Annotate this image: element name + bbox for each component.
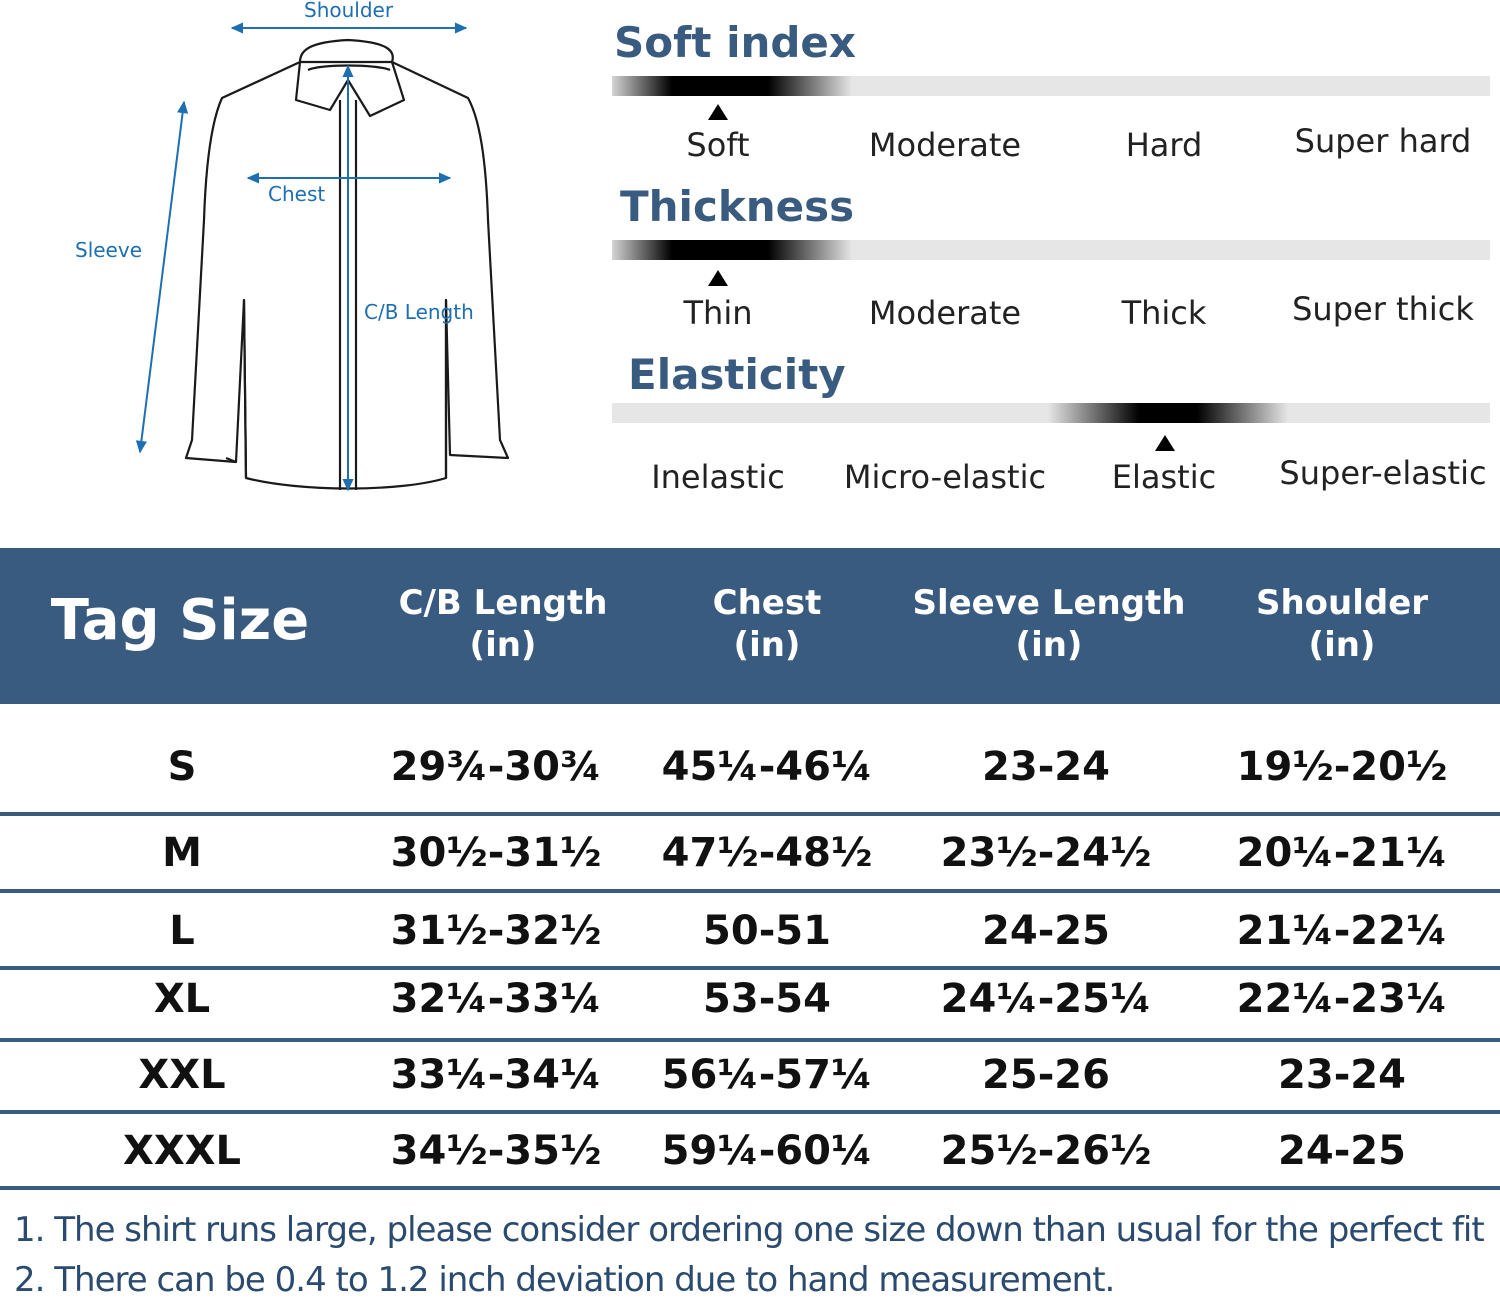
- note-fit: 1. The shirt runs large, please consider…: [14, 1210, 1485, 1250]
- elasticity-level: Micro-elastic: [843, 458, 1047, 496]
- sleeve-label: Sleeve: [75, 238, 143, 262]
- elasticity-marker-icon: [1155, 435, 1175, 451]
- cell-cb-length: 30½-31½: [390, 830, 602, 876]
- header-chest-name: Chest: [712, 583, 822, 623]
- elasticity-bar: [612, 403, 1490, 423]
- header-cb-length-unit: (in): [469, 625, 537, 665]
- header-chest-unit: (in): [733, 625, 801, 665]
- cell-shoulder: 19½-20½: [1236, 744, 1448, 790]
- thickness-level: Moderate: [868, 294, 1022, 332]
- shoulder-label: Shoulder: [304, 0, 394, 22]
- header-shoulder-name: Shoulder: [1255, 583, 1429, 623]
- header-chest: Chest (in): [647, 582, 887, 666]
- soft-index-level: Super hard: [1294, 122, 1472, 160]
- cell-cb-length: 34½-35½: [390, 1128, 602, 1174]
- cell-chest: 50-51: [703, 908, 831, 954]
- header-cb-length-name: C/B Length: [398, 583, 608, 623]
- soft-index-level: Soft: [686, 126, 750, 164]
- soft-index-bar: [612, 76, 1490, 96]
- soft-index-marker-icon: [708, 104, 728, 120]
- cell-shoulder: 20¼-21¼: [1236, 830, 1448, 876]
- elasticity-level: Elastic: [1111, 458, 1217, 496]
- header-cb-length: C/B Length (in): [363, 582, 643, 666]
- measure-arrows: [135, 22, 468, 492]
- shirt-outline: [184, 38, 510, 490]
- elasticity-fill: [1048, 403, 1288, 423]
- soft-index-level: Moderate: [868, 126, 1022, 164]
- thickness-title: Thickness: [620, 182, 855, 231]
- header-shoulder: Shoulder (in): [1222, 582, 1462, 666]
- elasticity-title: Elasticity: [628, 350, 846, 399]
- thickness-marker-icon: [708, 270, 728, 286]
- row-divider: [0, 812, 1500, 816]
- cell-chest: 56¼-57¼: [661, 1052, 873, 1098]
- cell-size: L: [169, 908, 195, 954]
- row-divider: [0, 1186, 1500, 1190]
- thickness-bar: [612, 240, 1490, 260]
- elasticity-level: Super-elastic: [1279, 454, 1487, 492]
- cell-chest: 53-54: [703, 976, 831, 1022]
- cell-cb-length: 31½-32½: [390, 908, 602, 954]
- cell-shoulder: 23-24: [1278, 1052, 1406, 1098]
- cb-length-label: C/B Length: [364, 300, 474, 324]
- cell-sleeve: 25½-26½: [940, 1128, 1152, 1174]
- header-shoulder-unit: (in): [1308, 625, 1376, 665]
- cell-cb-length: 32¼-33¼: [390, 976, 602, 1022]
- thickness-level: Thick: [1121, 294, 1207, 332]
- cell-size: XXXL: [122, 1128, 241, 1174]
- row-divider: [0, 1038, 1500, 1042]
- soft-index-level: Hard: [1125, 126, 1203, 164]
- header-tag-size: Tag Size: [50, 588, 310, 653]
- cell-size: XL: [153, 976, 211, 1022]
- cell-size: S: [167, 744, 197, 790]
- cell-shoulder: 22¼-23¼: [1236, 976, 1448, 1022]
- cell-chest: 45¼-46¼: [661, 744, 873, 790]
- cell-shoulder: 21¼-22¼: [1236, 908, 1448, 954]
- header-sleeve: Sleeve Length (in): [890, 582, 1208, 666]
- header-sleeve-unit: (in): [1015, 625, 1083, 665]
- header-sleeve-name: Sleeve Length: [912, 583, 1186, 623]
- table-header: Tag Size C/B Length (in) Chest (in) Slee…: [0, 548, 1500, 704]
- cell-chest: 47½-48½: [661, 830, 873, 876]
- cell-cb-length: 33¼-34¼: [390, 1052, 602, 1098]
- cell-size: M: [162, 830, 202, 876]
- cell-shoulder: 24-25: [1278, 1128, 1406, 1174]
- cell-sleeve: 23-24: [982, 744, 1110, 790]
- row-divider: [0, 966, 1500, 970]
- elasticity-level: Inelastic: [651, 458, 785, 496]
- sleeve-arrow: [135, 100, 189, 454]
- cell-sleeve: 24¼-25¼: [940, 976, 1152, 1022]
- soft-index-title: Soft index: [614, 18, 857, 67]
- shirt-diagram: [135, 22, 510, 492]
- cell-sleeve: 25-26: [982, 1052, 1110, 1098]
- row-divider: [0, 889, 1500, 893]
- soft-index-fill: [612, 76, 852, 96]
- cell-size: XXL: [138, 1052, 226, 1098]
- chest-label: Chest: [268, 182, 326, 206]
- cell-chest: 59¼-60¼: [661, 1128, 873, 1174]
- note-deviation: 2. There can be 0.4 to 1.2 inch deviatio…: [14, 1260, 1115, 1300]
- cell-sleeve: 24-25: [982, 908, 1110, 954]
- thickness-level: Thin: [683, 294, 753, 332]
- row-divider: [0, 1110, 1500, 1114]
- cell-sleeve: 23½-24½: [940, 830, 1152, 876]
- cell-cb-length: 29¾-30¾: [390, 744, 602, 790]
- thickness-fill: [612, 240, 852, 260]
- thickness-level: Super thick: [1292, 290, 1474, 328]
